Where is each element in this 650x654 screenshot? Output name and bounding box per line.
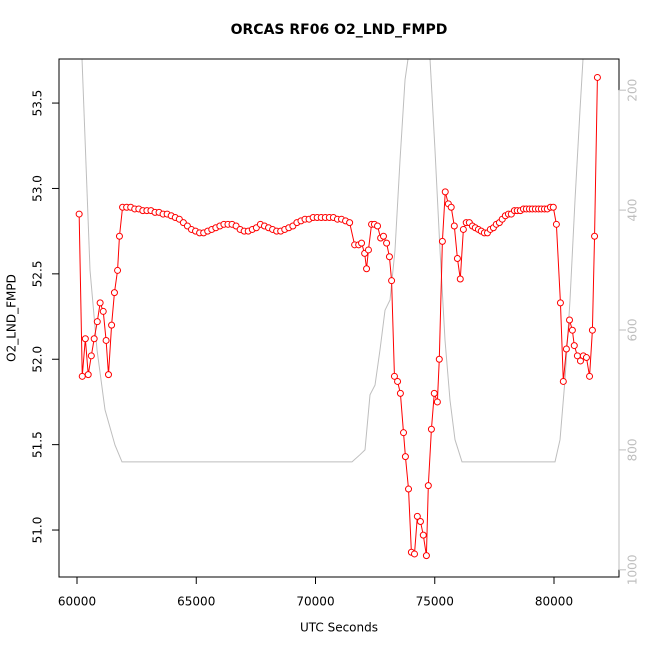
data-point — [552, 220, 560, 228]
data-point — [346, 219, 354, 227]
y2-tick-label: 600 — [626, 319, 640, 342]
data-point — [441, 188, 449, 196]
x-tick-label: 80000 — [535, 595, 573, 609]
data-point — [424, 482, 432, 490]
data-point — [396, 389, 404, 397]
data-point — [566, 316, 574, 324]
y2-tick-label: 1000 — [626, 555, 640, 586]
data-point — [422, 552, 430, 560]
y2-tick-label: 200 — [626, 79, 640, 102]
chart-title: ORCAS RF06 O2_LND_FMPD — [231, 22, 448, 38]
data-point — [586, 372, 594, 380]
y-tick-label: 51.5 — [31, 431, 45, 458]
data-point — [363, 265, 371, 273]
data-point — [576, 357, 584, 365]
data-point — [549, 203, 557, 211]
data-point — [427, 425, 435, 433]
data-point — [96, 299, 104, 307]
x-tick-label: 75000 — [416, 595, 454, 609]
data-point — [556, 299, 564, 307]
data-point — [450, 222, 458, 230]
data-point — [358, 239, 366, 247]
data-point — [433, 398, 441, 406]
y2-tick-label: 400 — [626, 199, 640, 222]
x-tick-label: 60000 — [58, 595, 96, 609]
data-point — [364, 246, 372, 254]
data-point — [87, 352, 95, 360]
y2-tick-label: 800 — [626, 438, 640, 461]
data-point — [456, 275, 464, 283]
data-point — [453, 254, 461, 262]
data-point — [104, 371, 112, 379]
y-tick-label: 53.5 — [31, 90, 45, 117]
data-point — [401, 453, 409, 461]
data-point — [593, 73, 601, 81]
x-tick-label: 70000 — [296, 595, 334, 609]
data-point — [447, 203, 455, 211]
y-tick-label: 52.5 — [31, 260, 45, 287]
data-point — [459, 225, 467, 233]
y-axis-title: O2_LND_FMPD — [5, 274, 19, 362]
plot-area — [75, 59, 601, 560]
y-tick-label: 52.0 — [31, 346, 45, 373]
x-tick-label: 65000 — [177, 595, 215, 609]
data-point — [413, 512, 421, 520]
data-point — [570, 342, 578, 350]
data-point — [84, 371, 92, 379]
data-point — [81, 335, 89, 343]
data-point — [416, 517, 424, 525]
data-point — [394, 377, 402, 385]
data-point — [383, 239, 391, 247]
data-point — [419, 531, 427, 539]
data-point — [390, 372, 398, 380]
data-point — [438, 237, 446, 245]
data-point — [78, 372, 86, 380]
data-point — [385, 253, 393, 261]
data-point — [405, 485, 413, 493]
data-point — [114, 266, 122, 274]
data-point — [108, 321, 116, 329]
data-point — [562, 345, 570, 353]
y-tick-label: 53.0 — [31, 175, 45, 202]
data-point — [379, 232, 387, 240]
data-point — [410, 550, 418, 558]
data-point — [115, 232, 123, 240]
data-point — [568, 326, 576, 334]
data-point — [374, 222, 382, 230]
data-point — [102, 336, 110, 344]
data-point — [430, 389, 438, 397]
data-point — [388, 277, 396, 285]
data-point — [400, 429, 408, 437]
data-point — [591, 232, 599, 240]
data-point — [110, 289, 118, 297]
series-line — [81, 59, 584, 463]
data-point — [588, 326, 596, 334]
data-point — [90, 335, 98, 343]
data-point — [559, 377, 567, 385]
data-point — [99, 307, 107, 315]
data-point — [75, 210, 83, 218]
y-tick-label: 51.0 — [31, 517, 45, 544]
data-point — [435, 355, 443, 363]
data-point — [93, 318, 101, 326]
data-point — [582, 354, 590, 362]
x-axis-title: UTC Seconds — [300, 621, 378, 635]
